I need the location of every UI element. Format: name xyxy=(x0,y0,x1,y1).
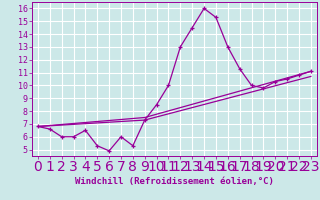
X-axis label: Windchill (Refroidissement éolien,°C): Windchill (Refroidissement éolien,°C) xyxy=(75,177,274,186)
